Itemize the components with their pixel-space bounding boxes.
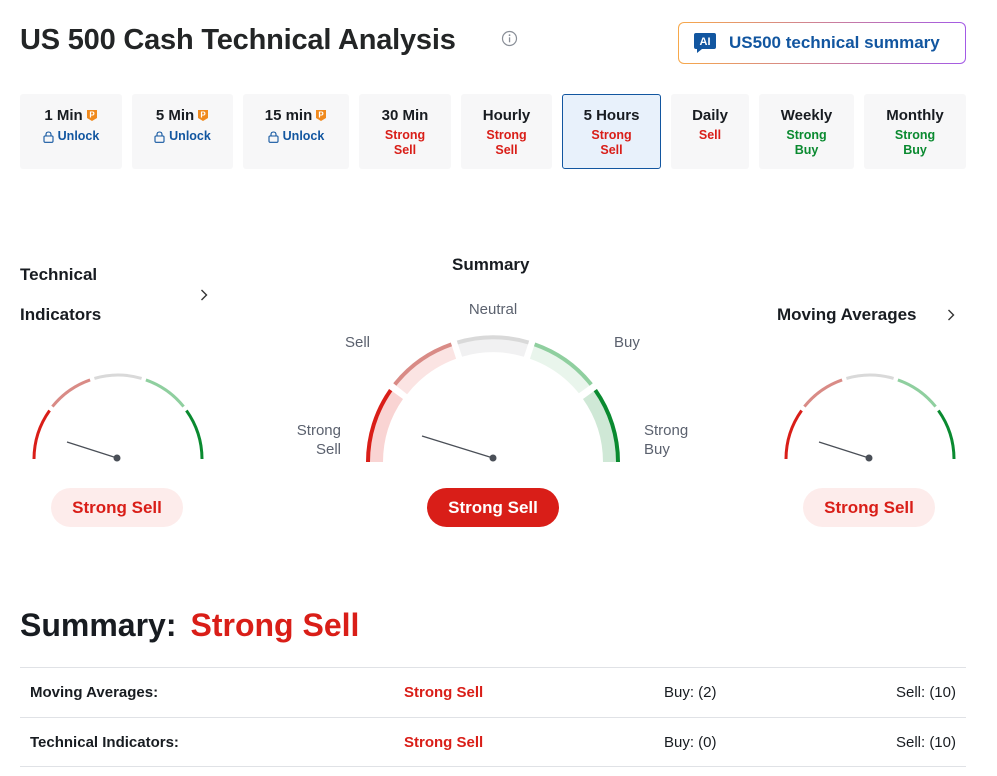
svg-text:P: P: [201, 111, 207, 120]
label-sell: Sell: [344, 334, 370, 351]
svg-text:P: P: [319, 111, 325, 120]
tab-label: 5 Min: [155, 107, 195, 124]
tab-label: 1 Min: [44, 107, 83, 124]
timeframe-tabs: 1 Min P Unlock 5 Min P Unlock 15 min P U…: [20, 94, 966, 169]
svg-text:AI: AI: [700, 36, 711, 48]
ai-chat-icon: AI: [694, 33, 716, 53]
label-strong-sell: Strong Sell: [296, 422, 341, 458]
ai-summary-button[interactable]: AI US500 technical summary: [678, 22, 966, 64]
tab-30-min[interactable]: 30 Min Strong Sell: [359, 94, 451, 169]
chevron-right-icon[interactable]: [946, 308, 956, 322]
gauge-pivot: [113, 454, 121, 462]
summary-value: Strong Sell: [190, 607, 360, 643]
label-strong-buy: Strong Buy: [644, 422, 689, 458]
tab-status: Sell: [698, 128, 722, 142]
page-title: US 500 Cash Technical Analysis: [20, 24, 456, 56]
pro-badge-icon: P: [86, 110, 97, 121]
gauge-needle: [421, 435, 494, 459]
table-row: Technical Indicators: Strong Sell Buy: (…: [20, 717, 966, 767]
tab-daily[interactable]: Daily Sell: [671, 94, 749, 169]
tab-5-hours[interactable]: 5 Hours Strong Sell: [562, 94, 661, 169]
tab-status: Strong Buy: [894, 128, 936, 157]
pro-badge-icon: P: [198, 110, 209, 121]
technical-indicators-title-line2[interactable]: Indicators: [20, 305, 102, 324]
gauge-pivot: [489, 454, 497, 462]
lock-icon: [43, 130, 54, 143]
summary-table: Moving Averages: Strong Sell Buy: (2) Se…: [20, 667, 966, 767]
gauge-needle: [818, 441, 870, 459]
tab-15-min[interactable]: 15 min P Unlock: [243, 94, 349, 169]
tab-label: 5 Hours: [583, 107, 640, 124]
info-icon[interactable]: [501, 30, 518, 47]
svg-text:P: P: [89, 111, 95, 120]
moving-averages-result: Strong Sell: [803, 488, 935, 527]
tab-status: Strong Sell: [591, 128, 632, 157]
tab-label: Daily: [692, 107, 728, 124]
technical-indicators-title-line1[interactable]: Technical: [20, 265, 98, 284]
tab-1-min[interactable]: 1 Min P Unlock: [20, 94, 122, 169]
tab-label: Hourly: [482, 107, 531, 124]
tab-weekly[interactable]: Weekly Strong Buy: [759, 94, 854, 169]
label-neutral: Neutral: [468, 301, 518, 318]
pro-badge-icon: P: [316, 110, 327, 121]
tab-label: Monthly: [886, 107, 944, 124]
tab-status: Strong Sell: [384, 128, 426, 157]
summary-gauge-result: Strong Sell: [427, 488, 559, 527]
moving-averages-title[interactable]: Moving Averages: [777, 305, 917, 324]
lock-icon: [154, 130, 165, 143]
summary-heading: Summary: Strong Sell: [20, 607, 360, 643]
moving-averages-gauge: [784, 373, 956, 462]
lock-icon: [268, 130, 279, 143]
gauge-needle: [66, 441, 118, 459]
tab-label: Weekly: [780, 107, 833, 124]
tab-monthly[interactable]: Monthly Strong Buy: [864, 94, 966, 169]
tab-5-min[interactable]: 5 Min P Unlock: [132, 94, 233, 169]
label-buy: Buy: [614, 334, 640, 351]
tab-label: 15 min: [264, 107, 313, 124]
unlock-link[interactable]: Unlock: [169, 129, 211, 143]
tab-label: 30 Min: [381, 107, 429, 124]
table-row: Moving Averages: Strong Sell Buy: (2) Se…: [20, 667, 966, 717]
chevron-right-icon[interactable]: [199, 288, 209, 302]
technical-indicators-result: Strong Sell: [51, 488, 183, 527]
tab-status: Strong Sell: [486, 128, 527, 157]
summary-gauge: [365, 335, 621, 463]
tab-hourly[interactable]: Hourly Strong Sell: [461, 94, 552, 169]
ai-summary-label: US500 technical summary: [729, 33, 940, 52]
gauge-pivot: [865, 454, 873, 462]
unlock-link[interactable]: Unlock: [57, 129, 100, 143]
tab-status: Strong Buy: [786, 128, 827, 157]
summary-gauge-title: Summary: [452, 255, 530, 274]
unlock-link[interactable]: Unlock: [282, 129, 325, 143]
technical-indicators-gauge: [32, 373, 204, 462]
